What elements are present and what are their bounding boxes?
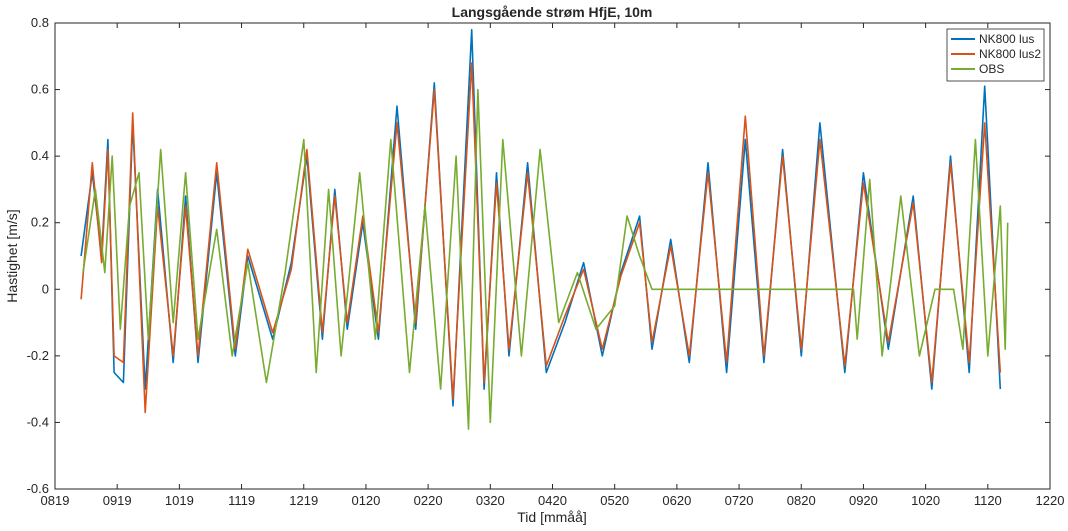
- x-tick-label: 0720: [725, 493, 754, 508]
- y-tick-label: -0.4: [27, 414, 49, 429]
- x-tick-label: 0420: [538, 493, 567, 508]
- y-tick-label: -0.6: [27, 481, 49, 496]
- x-tick-label: 1020: [911, 493, 940, 508]
- x-tick-label: 0920: [849, 493, 878, 508]
- x-tick-label: 0320: [476, 493, 505, 508]
- legend-label-1: NK800 lus: [979, 32, 1034, 46]
- x-tick-label: 1220: [1036, 493, 1065, 508]
- y-tick-label: -0.2: [27, 348, 49, 363]
- plot-area: [55, 23, 1050, 489]
- x-tick-label: 0520: [600, 493, 629, 508]
- x-tick-label: 1019: [165, 493, 194, 508]
- y-tick-label: 0: [42, 281, 49, 296]
- legend-label-3: OBS: [979, 62, 1004, 76]
- x-tick-label: 0919: [103, 493, 132, 508]
- x-tick-label: 1219: [289, 493, 318, 508]
- chart-title: Langsgående strøm HfjE, 10m: [452, 4, 653, 20]
- y-tick-label: 0.4: [31, 148, 49, 163]
- x-tick-label: 0220: [414, 493, 443, 508]
- x-tick-label: 1120: [974, 493, 1002, 508]
- x-tick-label: 0120: [351, 493, 380, 508]
- y-tick-label: 0.6: [31, 82, 49, 97]
- x-tick-label: 0620: [662, 493, 691, 508]
- legend-label-2: NK800 lus2: [979, 47, 1041, 61]
- y-axis-title: Hastighet [m/s]: [4, 209, 20, 302]
- y-tick-label: 0.8: [31, 15, 49, 30]
- x-tick-label: 0820: [787, 493, 816, 508]
- x-tick-label: 1119: [228, 493, 255, 508]
- y-tick-label: 0.2: [31, 215, 49, 230]
- x-axis-title: Tid [mmåå]: [517, 509, 587, 525]
